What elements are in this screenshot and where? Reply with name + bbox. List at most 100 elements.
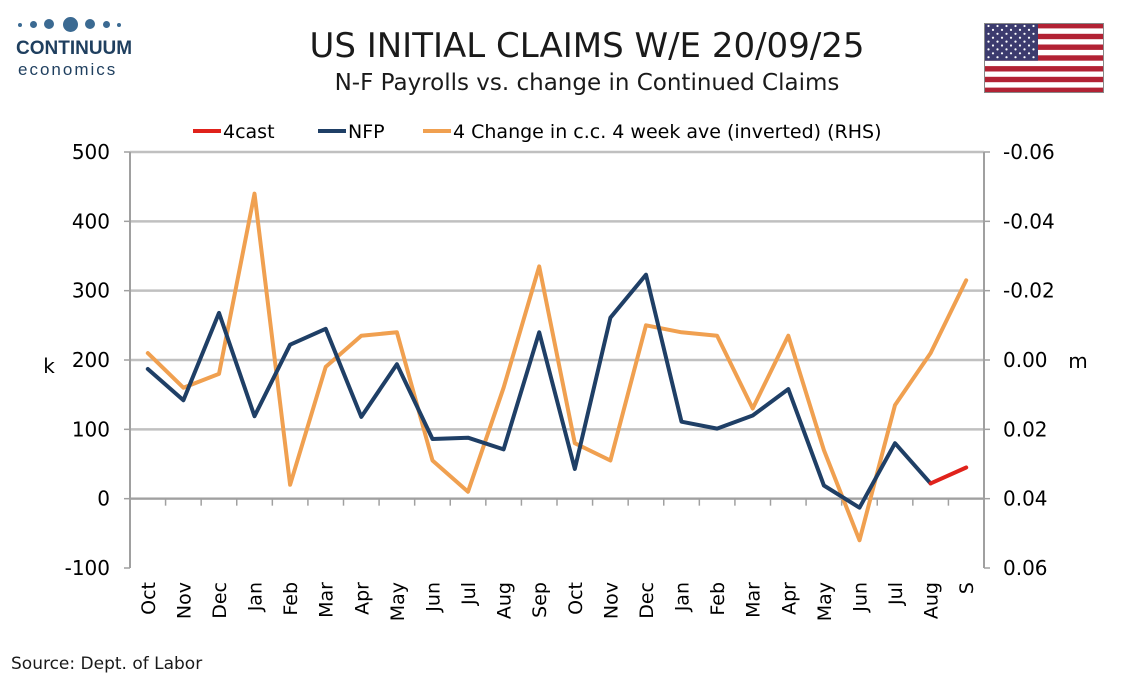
x-tick-label: Jan bbox=[672, 582, 694, 612]
flag-star bbox=[996, 48, 999, 51]
flag-star bbox=[1005, 48, 1008, 51]
flag-star bbox=[987, 24, 990, 28]
flag-star bbox=[1000, 44, 1004, 47]
series-line-1 bbox=[145, 272, 933, 510]
series-line-0 bbox=[928, 465, 969, 486]
y2-tick-label: 0.04 bbox=[1003, 487, 1048, 511]
x-tick-label: May bbox=[387, 582, 409, 621]
flag-star bbox=[987, 32, 990, 35]
flag-star bbox=[1005, 56, 1008, 59]
flag-star bbox=[1023, 32, 1026, 35]
us-flag-icon bbox=[984, 23, 1104, 93]
y2-axis-label: m bbox=[1068, 349, 1087, 373]
legend-label: NFP bbox=[348, 121, 385, 143]
y2-tick-label: 0.00 bbox=[1003, 348, 1048, 372]
x-tick-label: Jun bbox=[422, 582, 444, 613]
flag-star bbox=[1009, 52, 1013, 55]
legend-label: 4cast bbox=[223, 121, 275, 143]
flag-star bbox=[996, 24, 999, 28]
flag-star bbox=[996, 40, 999, 43]
x-tick-label: Feb bbox=[280, 582, 302, 616]
flag-star bbox=[1032, 32, 1035, 35]
y2-tick-label: -0.04 bbox=[1003, 209, 1055, 233]
x-tick-label: Sep bbox=[529, 582, 551, 618]
flag-star bbox=[1000, 52, 1004, 55]
x-tick-label: Aug bbox=[494, 582, 516, 619]
flag-star bbox=[1027, 28, 1031, 31]
flag-star bbox=[1023, 48, 1026, 51]
flag-star bbox=[1018, 28, 1022, 31]
flag-star bbox=[1000, 36, 1004, 39]
y2-tick-label: 0.06 bbox=[1003, 556, 1048, 580]
logo-subtitle: economics bbox=[18, 60, 118, 79]
flag-star bbox=[987, 48, 990, 51]
logo-name: CONTINUUM bbox=[16, 38, 133, 59]
flag-star bbox=[1009, 36, 1013, 39]
x-tick-label: Apr bbox=[351, 582, 373, 615]
flag-star bbox=[1005, 32, 1008, 35]
flag-star bbox=[1027, 52, 1031, 55]
logo-dots bbox=[14, 14, 134, 36]
x-tick-label: Jul bbox=[885, 582, 907, 606]
flag-star bbox=[1023, 56, 1026, 59]
flag-star bbox=[1014, 32, 1017, 35]
flag-star bbox=[1005, 24, 1008, 28]
flag-star bbox=[991, 52, 995, 55]
x-tick-label: Feb bbox=[707, 582, 729, 616]
flag-star bbox=[991, 36, 995, 39]
flag-star bbox=[1032, 56, 1035, 59]
x-tick-label: Mar bbox=[743, 582, 765, 618]
flag-star bbox=[1014, 40, 1017, 43]
chart-subtitle: N-F Payrolls vs. change in Continued Cla… bbox=[334, 70, 840, 96]
flag-star bbox=[996, 32, 999, 35]
flag-star bbox=[991, 44, 995, 47]
x-tick-label: Mar bbox=[316, 582, 338, 618]
x-tick-label: May bbox=[814, 582, 836, 621]
x-tick-label: Aug bbox=[921, 582, 943, 619]
chart-title: US INITIAL CLAIMS W/E 20/09/25 bbox=[309, 26, 865, 66]
x-tick-label: S bbox=[956, 582, 978, 594]
flag-star bbox=[996, 56, 999, 59]
flag-star bbox=[1032, 48, 1035, 51]
y-tick-label: 200 bbox=[72, 348, 110, 372]
x-tick-label: Oct bbox=[138, 582, 160, 615]
flag-star bbox=[1009, 28, 1013, 31]
x-tick-label: Jan bbox=[245, 582, 267, 612]
y-tick-label: -100 bbox=[65, 556, 110, 580]
flag-star bbox=[1032, 40, 1035, 43]
continuum-logo: CONTINUUM economics bbox=[14, 14, 134, 79]
flag-star bbox=[1018, 36, 1022, 39]
y-tick-label: 400 bbox=[72, 209, 110, 233]
flag-star bbox=[1023, 40, 1026, 43]
y-tick-label: 100 bbox=[72, 417, 110, 441]
x-tick-label: Nov bbox=[600, 582, 622, 619]
x-tick-label: Nov bbox=[173, 582, 195, 619]
flag-star bbox=[1018, 52, 1022, 55]
y-tick-label: 300 bbox=[72, 279, 110, 303]
flag-star bbox=[991, 28, 995, 31]
series-line-2 bbox=[145, 191, 969, 543]
x-tick-label: Dec bbox=[636, 582, 658, 619]
y-axis-label: k bbox=[43, 354, 55, 378]
y-tick-label: 0 bbox=[97, 487, 110, 511]
flag-star bbox=[987, 56, 990, 59]
flag-star bbox=[1005, 40, 1008, 43]
y2-tick-label: -0.06 bbox=[1003, 140, 1055, 164]
y-tick-label: 500 bbox=[72, 140, 110, 164]
flag-star bbox=[1014, 56, 1017, 59]
flag-star bbox=[1032, 24, 1035, 28]
x-tick-label: Jul bbox=[458, 582, 480, 606]
flag-star bbox=[1027, 44, 1031, 47]
flag-star bbox=[1009, 44, 1013, 47]
flag-star bbox=[1000, 28, 1004, 31]
y2-tick-label: -0.02 bbox=[1003, 279, 1055, 303]
flag-star bbox=[1014, 24, 1017, 28]
flag-star bbox=[987, 40, 990, 43]
x-tick-label: Jun bbox=[849, 582, 871, 613]
x-tick-label: Dec bbox=[209, 582, 231, 619]
x-tick-label: Oct bbox=[565, 582, 587, 615]
flag-star bbox=[1018, 44, 1022, 47]
flag-star bbox=[1023, 24, 1026, 28]
legend-label: 4 Change in c.c. 4 week ave (inverted) (… bbox=[453, 121, 882, 143]
